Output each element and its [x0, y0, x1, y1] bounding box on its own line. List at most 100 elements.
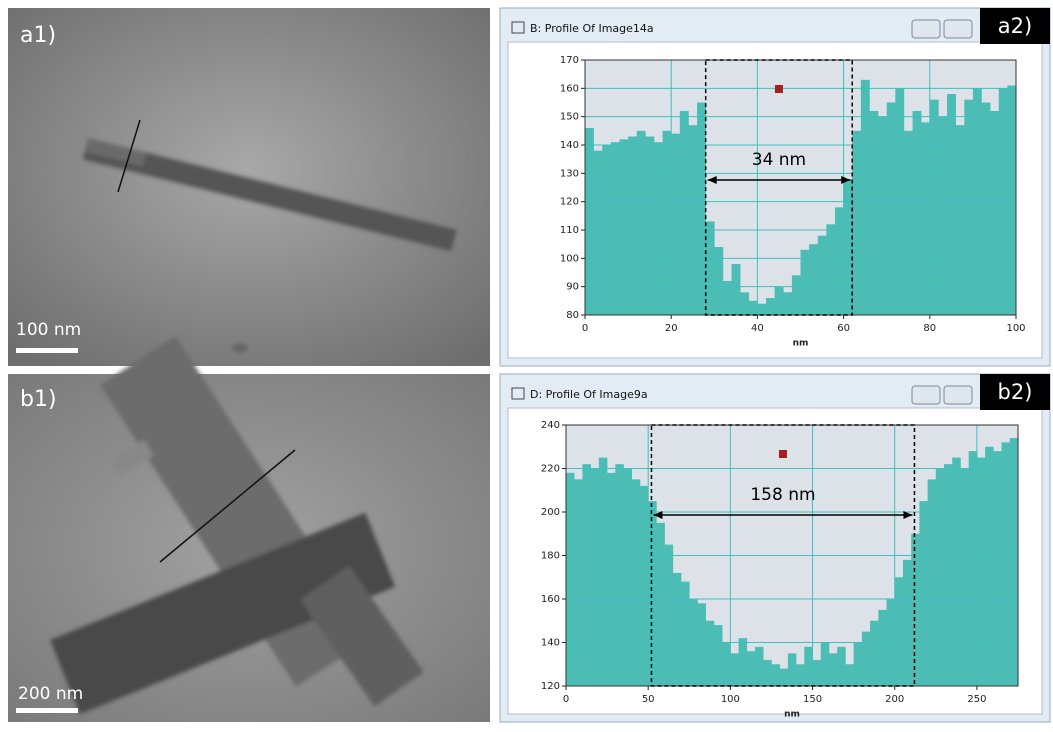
x-tick-label: 0	[582, 323, 588, 334]
cursor-marker	[779, 450, 787, 458]
bar	[990, 111, 999, 315]
y-tick-label: 180	[541, 551, 560, 562]
bar	[706, 621, 715, 686]
bar	[936, 469, 945, 687]
bar	[928, 479, 937, 686]
bar	[632, 479, 641, 686]
bar	[919, 501, 928, 686]
maximize-button[interactable]	[944, 20, 972, 38]
x-tick-label: 0	[563, 694, 569, 705]
y-tick-label: 140	[541, 638, 560, 649]
figure: 100 nm a1) 200 nm b1) B: Profile Of Imag…	[0, 0, 1053, 728]
panel-label: a2)	[998, 14, 1032, 38]
bar	[640, 486, 649, 686]
bar	[985, 447, 994, 686]
bar	[637, 131, 646, 315]
bar	[656, 523, 665, 686]
bar	[947, 94, 956, 315]
bar	[766, 298, 775, 315]
y-tick-label: 150	[560, 112, 579, 123]
cursor-marker	[775, 85, 783, 93]
maximize-button[interactable]	[944, 386, 972, 404]
bar	[697, 103, 706, 316]
minimize-button[interactable]	[912, 386, 940, 404]
bar	[697, 603, 706, 686]
y-tick-label: 170	[560, 55, 579, 66]
y-tick-label: 90	[566, 282, 579, 293]
bar	[624, 469, 633, 687]
bar	[944, 464, 953, 686]
bar	[594, 151, 603, 315]
bar	[775, 287, 784, 315]
x-tick-label: 50	[642, 694, 655, 705]
bar	[740, 292, 749, 315]
scale-bar-label: 100 nm	[16, 320, 81, 340]
bar	[835, 207, 844, 315]
bar	[818, 236, 827, 315]
span-label: 158 nm	[750, 485, 815, 505]
bar	[913, 111, 922, 315]
bar	[969, 451, 978, 686]
bar	[911, 534, 920, 686]
bar	[837, 647, 846, 686]
bar	[739, 638, 748, 686]
bar	[681, 582, 690, 686]
x-tick-label: 200	[885, 694, 904, 705]
panel-label: b1)	[20, 387, 57, 412]
y-tick-label: 160	[541, 594, 560, 605]
scale-bar-label: 200 nm	[18, 684, 83, 704]
y-tick-label: 80	[566, 310, 579, 321]
bar	[804, 647, 813, 686]
window-title: B: Profile Of Image14a	[530, 22, 654, 35]
bar	[904, 131, 913, 315]
y-tick-label: 130	[560, 168, 579, 179]
page: 100 nm a1) 200 nm b1) B: Profile Of Imag…	[0, 0, 1053, 728]
panel-label: b2)	[998, 380, 1033, 404]
bar	[826, 224, 835, 315]
bar	[930, 100, 939, 315]
bar	[783, 292, 792, 315]
bar	[663, 131, 672, 315]
bar	[628, 137, 637, 316]
bar	[903, 560, 912, 686]
y-tick-label: 100	[560, 253, 579, 264]
bar	[821, 643, 830, 687]
bar	[732, 264, 741, 315]
bar	[722, 643, 731, 687]
bar	[852, 131, 861, 315]
bar	[607, 473, 616, 686]
bar	[809, 244, 818, 315]
x-axis-label: nm	[793, 339, 809, 349]
x-tick-label: 150	[803, 694, 822, 705]
bar	[780, 669, 789, 686]
bar	[582, 464, 591, 686]
bar	[665, 545, 674, 686]
bar	[1010, 438, 1019, 686]
bar	[723, 281, 732, 315]
bar	[757, 304, 766, 315]
bar	[680, 111, 689, 315]
bar	[714, 625, 723, 686]
y-tick-label: 220	[541, 464, 560, 475]
bar	[747, 651, 756, 686]
bar	[829, 653, 838, 686]
bar	[763, 660, 772, 686]
bar	[964, 100, 973, 315]
bar	[878, 610, 887, 686]
bar	[869, 111, 878, 315]
x-tick-label: 20	[665, 323, 678, 334]
bar	[861, 80, 870, 315]
y-tick-label: 160	[560, 83, 579, 94]
minimize-button[interactable]	[912, 20, 940, 38]
y-tick-label: 120	[541, 681, 560, 692]
y-tick-label: 120	[560, 197, 579, 208]
bar	[796, 664, 805, 686]
x-tick-label: 60	[837, 323, 850, 334]
bar	[599, 458, 608, 686]
bar	[813, 660, 822, 686]
bar	[938, 117, 947, 315]
bar	[801, 250, 810, 315]
bar	[671, 134, 680, 315]
x-axis-label: nm	[784, 710, 800, 720]
tem-image-a1: 100 nm a1)	[8, 8, 490, 366]
